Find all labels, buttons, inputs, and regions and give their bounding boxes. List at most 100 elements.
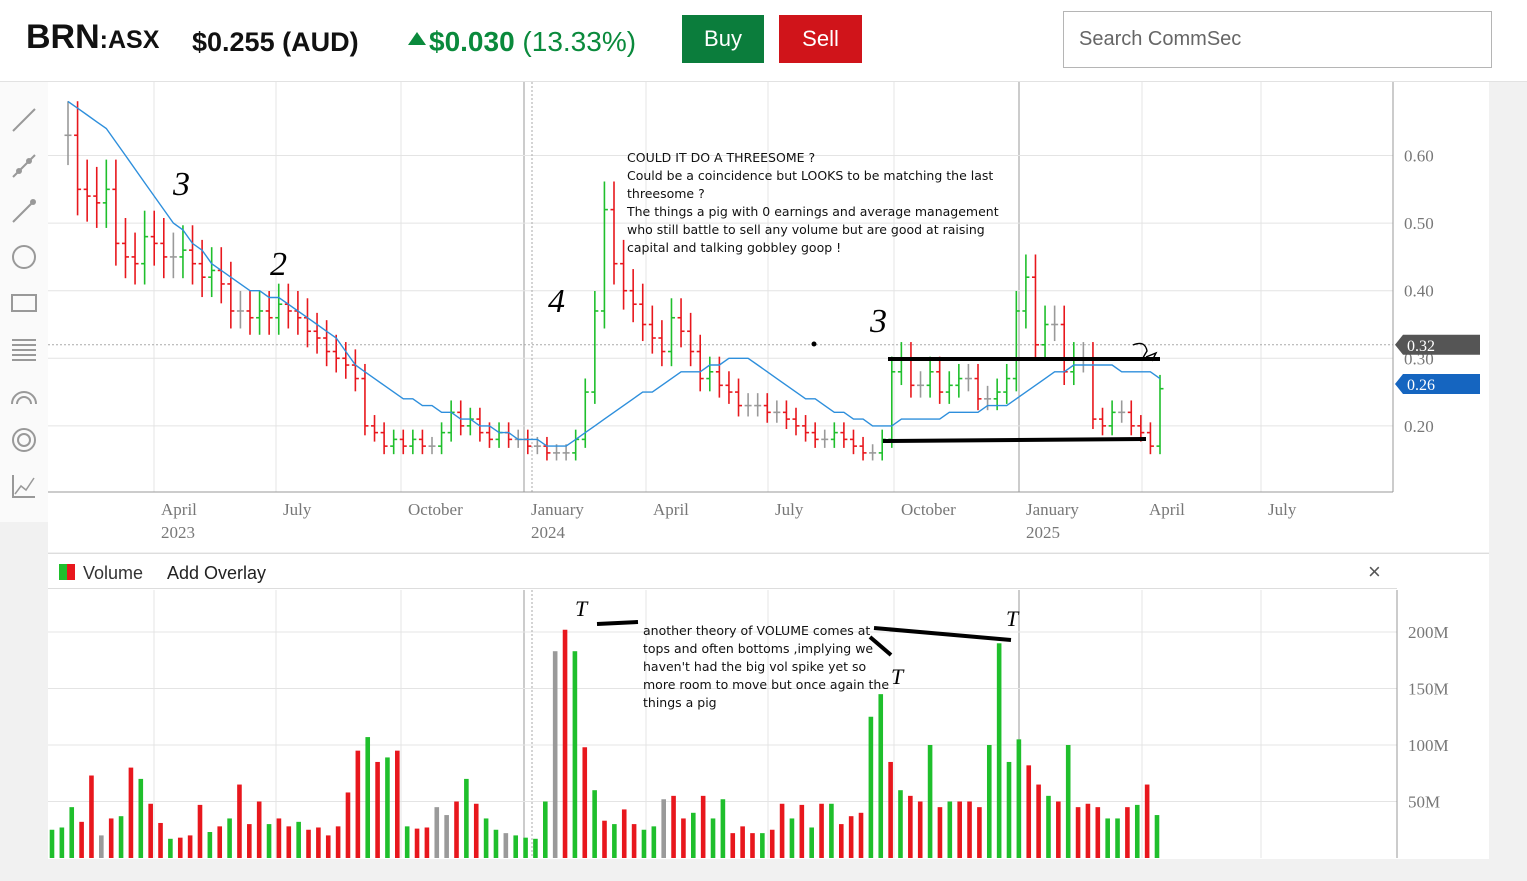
price-bar: [236, 290, 244, 329]
volume-bar: [335, 826, 341, 858]
volume-bar: [760, 833, 765, 858]
cursor-tag-bg: [1395, 334, 1480, 355]
volume-bar: [848, 816, 854, 858]
x-tick-year: 2023: [161, 523, 195, 542]
volume-bar: [1154, 815, 1160, 858]
price-bar: [706, 356, 714, 392]
arc-tool-icon[interactable]: [10, 380, 38, 408]
handwritten-number-three_b: 3: [869, 303, 887, 340]
volume-bar: [1026, 765, 1032, 858]
price-chart-canvas[interactable]: April 2023 July October January 2024 April July…: [48, 82, 1489, 552]
fibonacci-lines-icon[interactable]: [10, 335, 38, 363]
price-chart[interactable]: April 2023 July October January 2024 April July…: [48, 82, 1489, 552]
circle-tool-icon[interactable]: [10, 243, 38, 271]
price-bar: [179, 225, 187, 279]
volume-bar: [286, 826, 292, 858]
price-bar: [830, 422, 838, 448]
price-bar: [620, 239, 628, 310]
volume-bar: [79, 821, 84, 858]
price-bar: [677, 298, 685, 348]
y-tick-label: 0.50: [1404, 214, 1434, 233]
volume-bar: [651, 826, 657, 858]
add-overlay-button[interactable]: Add Overlay: [167, 563, 267, 583]
price-bar: [926, 356, 934, 398]
price-bar: [840, 422, 848, 448]
volume-bar: [345, 792, 351, 858]
ray-tool-icon[interactable]: [10, 197, 38, 225]
volume-bar: [799, 804, 805, 858]
price-bar: [121, 217, 129, 279]
volume-bar: [621, 809, 627, 858]
volume-note-line: another theory of VOLUME comes at: [643, 623, 870, 638]
handwritten-letter-t3: T: [1006, 606, 1020, 631]
close-icon[interactable]: ×: [1368, 559, 1381, 584]
volume-bar: [523, 837, 528, 858]
price-bar: [897, 342, 905, 386]
price-bar: [859, 436, 867, 461]
volume-bar: [908, 795, 913, 858]
up-arrow-icon: [408, 32, 426, 45]
volume-bar: [1085, 803, 1091, 858]
price-bar: [160, 217, 168, 279]
drawn-line: [596, 620, 639, 626]
volume-bar: [809, 827, 814, 858]
volume-bar: [158, 822, 163, 858]
price-bar: [371, 415, 379, 442]
volume-bar: [256, 801, 262, 858]
price-bar: [629, 269, 637, 323]
search-input[interactable]: [1063, 11, 1492, 68]
chart-settings-icon[interactable]: [10, 472, 38, 500]
buy-button[interactable]: Buy: [682, 15, 764, 63]
line-tool-icon[interactable]: [10, 106, 38, 134]
volume-bar: [207, 832, 213, 858]
volume-bar: [1144, 784, 1150, 858]
volume-tick-label: 200M: [1408, 623, 1449, 642]
volume-bar: [543, 801, 548, 858]
volume-note-line: haven't had the big vol spike yet so: [643, 659, 866, 674]
trendline-tool-icon[interactable]: [10, 152, 38, 180]
volume-bar: [888, 761, 893, 858]
volume-bar: [878, 694, 884, 858]
price-bar: [246, 290, 254, 335]
price-bar: [869, 444, 877, 461]
volume-bar: [612, 824, 617, 858]
volume-bar: [434, 807, 440, 858]
drawn-line: [868, 635, 893, 657]
price-bar: [955, 363, 963, 398]
price-bar: [849, 429, 857, 455]
moving-average-line: [67, 100, 1161, 447]
quote-header: BRN:ASX $0.255 (AUD) $0.030 (13.33%) Buy…: [0, 0, 1527, 82]
change-amount: $0.030: [429, 26, 515, 57]
volume-bar: [128, 767, 134, 858]
volume-bar: [730, 833, 736, 858]
price-bar: [715, 356, 723, 398]
rectangle-tool-icon[interactable]: [10, 289, 38, 317]
volume-header: Volume Add Overlay ×: [48, 554, 1397, 589]
target-tool-icon[interactable]: [10, 426, 38, 454]
price-bar: [1022, 254, 1030, 329]
volume-bar: [424, 827, 430, 858]
volume-bar: [996, 643, 1002, 858]
price-bar: [457, 400, 465, 436]
price-bar: [782, 400, 790, 430]
annotation-note-line: COULD IT DO A THREESOME ?: [627, 150, 815, 165]
volume-label: Volume: [83, 563, 144, 583]
price-bar: [303, 298, 311, 348]
price-bar: [907, 342, 915, 398]
x-tick-label: January: [531, 500, 584, 519]
volume-bar: [819, 803, 824, 858]
volume-bar: [552, 651, 558, 858]
volume-bar: [217, 826, 223, 858]
volume-bar: [631, 824, 637, 858]
volume-tick-label: 150M: [1408, 680, 1449, 699]
ticker-symbol: BRN:ASX: [26, 18, 159, 57]
volume-bar: [533, 838, 538, 858]
price-bar: [131, 232, 139, 285]
sell-button[interactable]: Sell: [779, 15, 862, 63]
price-bar: [610, 181, 618, 285]
volume-bar: [641, 829, 647, 858]
x-tick-label: April: [161, 500, 197, 519]
volume-bar: [582, 747, 588, 858]
price-bar: [1108, 400, 1116, 436]
